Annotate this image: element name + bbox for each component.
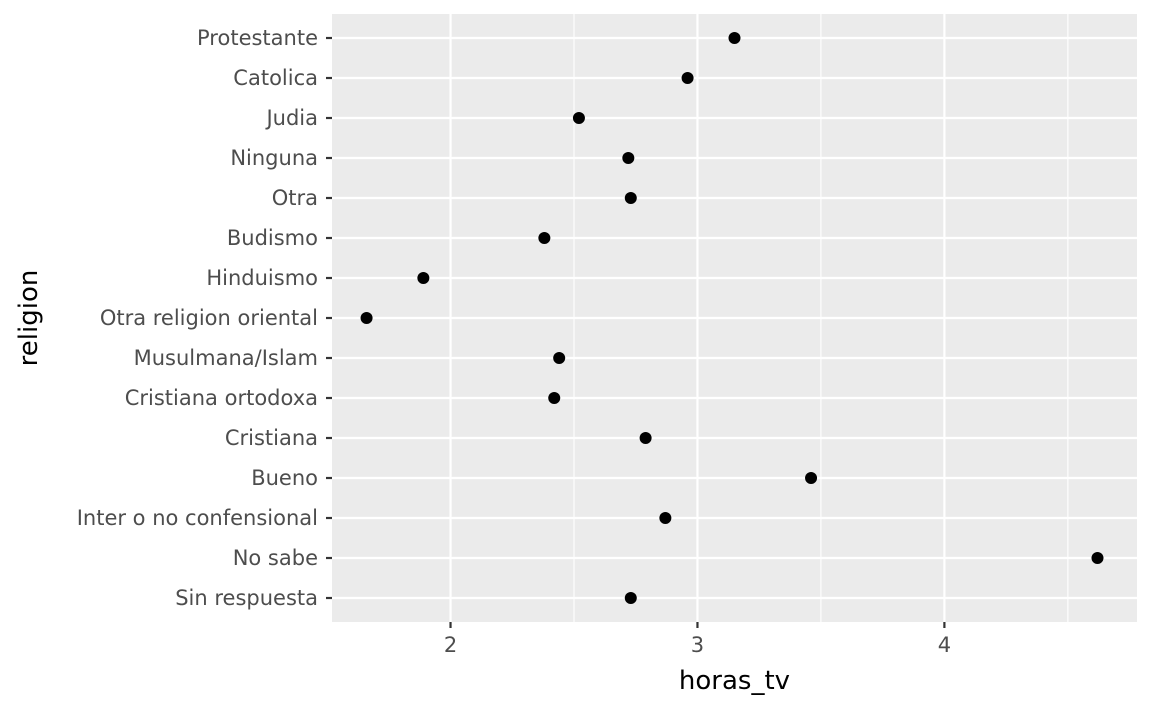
y-tick-label: Catolica — [233, 66, 318, 90]
y-tick-label: Cristiana ortodoxa — [125, 386, 318, 410]
y-tick-label: Otra religion oriental — [100, 306, 318, 330]
y-tick-label: Cristiana — [225, 426, 318, 450]
grid-lines — [332, 14, 1137, 622]
data-point — [538, 232, 551, 244]
x-tick-label: 4 — [938, 633, 951, 657]
y-axis: Protestante Catolica Judia Ninguna Otra Budis… — [77, 26, 332, 610]
y-tick-label: Hinduismo — [206, 266, 318, 290]
data-point — [659, 512, 672, 524]
y-axis-title: religion — [14, 270, 44, 367]
y-tick-label: Protestante — [197, 26, 318, 50]
y-tick-label: Judia — [264, 106, 318, 130]
data-point — [548, 392, 561, 404]
y-tick-label: Inter o no confensional — [77, 506, 318, 530]
data-point — [805, 472, 818, 484]
data-point — [572, 112, 585, 124]
data-point — [553, 352, 566, 364]
y-tick-label: Ninguna — [230, 146, 318, 170]
data-point — [1091, 552, 1104, 564]
data-point — [622, 152, 635, 164]
data-point — [624, 192, 637, 204]
data-point — [624, 592, 637, 604]
x-axis-title: horas_tv — [679, 666, 790, 696]
data-point — [681, 72, 694, 84]
y-tick-label: Budismo — [227, 226, 318, 250]
data-point — [417, 272, 430, 284]
x-tick-label: 3 — [691, 633, 704, 657]
y-tick-label: Otra — [272, 186, 318, 210]
data-points — [360, 32, 1104, 604]
y-tick-label: Musulmana/Islam — [134, 346, 318, 370]
data-point — [639, 432, 652, 444]
y-tick-label: Bueno — [251, 466, 318, 490]
y-tick-label: Sin respuesta — [175, 586, 318, 610]
y-tick-label: No sabe — [233, 546, 318, 570]
data-point — [360, 312, 373, 324]
data-point — [728, 32, 741, 44]
x-axis: 2 3 4 — [444, 622, 951, 657]
x-tick-label: 2 — [444, 633, 457, 657]
